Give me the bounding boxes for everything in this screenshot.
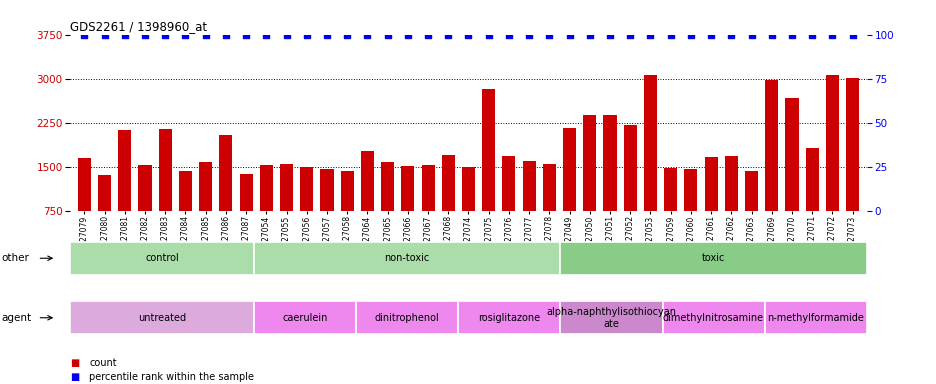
Text: alpha-naphthylisothiocyan
ate: alpha-naphthylisothiocyan ate bbox=[546, 307, 676, 329]
Bar bbox=[784, 98, 797, 255]
Text: dinitrophenol: dinitrophenol bbox=[374, 313, 439, 323]
Point bbox=[218, 31, 233, 38]
Text: agent: agent bbox=[2, 313, 32, 323]
Point bbox=[258, 31, 273, 38]
Point bbox=[783, 31, 798, 38]
Point bbox=[97, 31, 112, 38]
Point bbox=[178, 31, 193, 38]
Bar bbox=[401, 166, 414, 255]
Point bbox=[461, 31, 475, 38]
Text: control: control bbox=[145, 253, 179, 263]
Text: caerulein: caerulein bbox=[282, 313, 328, 323]
Point bbox=[663, 31, 678, 38]
Point bbox=[359, 31, 374, 38]
Bar bbox=[724, 156, 737, 255]
Point bbox=[581, 31, 596, 38]
Bar bbox=[744, 171, 757, 255]
Point bbox=[824, 31, 839, 38]
Text: other: other bbox=[2, 253, 30, 263]
Bar bbox=[259, 165, 272, 255]
Text: untreated: untreated bbox=[138, 313, 186, 323]
Bar bbox=[563, 127, 576, 255]
Bar bbox=[441, 155, 454, 255]
Bar bbox=[603, 115, 616, 255]
Bar bbox=[98, 175, 111, 255]
Bar bbox=[199, 162, 212, 255]
Point bbox=[501, 31, 516, 38]
Point bbox=[77, 31, 92, 38]
Point bbox=[279, 31, 294, 38]
Bar bbox=[300, 167, 313, 255]
Point bbox=[440, 31, 455, 38]
Bar bbox=[664, 168, 677, 255]
Point bbox=[642, 31, 657, 38]
Point bbox=[198, 31, 213, 38]
Bar bbox=[683, 169, 696, 255]
Point bbox=[138, 31, 153, 38]
Point bbox=[622, 31, 637, 38]
Point bbox=[481, 31, 496, 38]
Text: non-toxic: non-toxic bbox=[384, 253, 430, 263]
Point bbox=[541, 31, 556, 38]
Bar bbox=[461, 167, 475, 255]
Bar bbox=[118, 130, 131, 255]
Bar bbox=[482, 89, 495, 255]
Point bbox=[239, 31, 254, 38]
Bar bbox=[502, 156, 515, 255]
Point bbox=[299, 31, 314, 38]
Text: GDS2261 / 1398960_at: GDS2261 / 1398960_at bbox=[70, 20, 207, 33]
Bar bbox=[805, 147, 818, 255]
Text: count: count bbox=[89, 358, 116, 368]
Bar bbox=[522, 161, 535, 255]
Text: toxic: toxic bbox=[701, 253, 724, 263]
Point bbox=[682, 31, 697, 38]
Bar bbox=[845, 78, 858, 255]
Bar bbox=[320, 169, 333, 255]
Bar bbox=[643, 75, 656, 255]
Point bbox=[804, 31, 819, 38]
Bar bbox=[341, 171, 354, 255]
Bar bbox=[139, 165, 152, 255]
Bar bbox=[542, 164, 555, 255]
Point bbox=[380, 31, 395, 38]
Point bbox=[764, 31, 779, 38]
Bar bbox=[704, 157, 717, 255]
Point bbox=[602, 31, 617, 38]
Point bbox=[420, 31, 435, 38]
Text: ■: ■ bbox=[70, 372, 80, 382]
Bar bbox=[360, 151, 373, 255]
Point bbox=[844, 31, 859, 38]
Text: n-methylformamide: n-methylformamide bbox=[767, 313, 863, 323]
Point bbox=[157, 31, 172, 38]
Bar bbox=[240, 174, 253, 255]
Bar bbox=[179, 170, 192, 255]
Bar bbox=[381, 162, 394, 255]
Point bbox=[743, 31, 758, 38]
Point bbox=[703, 31, 718, 38]
Point bbox=[400, 31, 415, 38]
Point bbox=[340, 31, 355, 38]
Bar bbox=[825, 75, 838, 255]
Bar bbox=[78, 157, 91, 255]
Bar bbox=[158, 129, 171, 255]
Bar bbox=[765, 80, 778, 255]
Text: dimethylnitrosamine: dimethylnitrosamine bbox=[663, 313, 764, 323]
Point bbox=[117, 31, 132, 38]
Bar bbox=[219, 135, 232, 255]
Point bbox=[723, 31, 738, 38]
Text: rosiglitazone: rosiglitazone bbox=[477, 313, 540, 323]
Bar bbox=[623, 125, 636, 255]
Point bbox=[562, 31, 577, 38]
Text: percentile rank within the sample: percentile rank within the sample bbox=[89, 372, 254, 382]
Bar bbox=[421, 165, 434, 255]
Bar bbox=[280, 164, 293, 255]
Text: ■: ■ bbox=[70, 358, 80, 368]
Bar bbox=[582, 115, 595, 255]
Point bbox=[521, 31, 536, 38]
Point bbox=[319, 31, 334, 38]
